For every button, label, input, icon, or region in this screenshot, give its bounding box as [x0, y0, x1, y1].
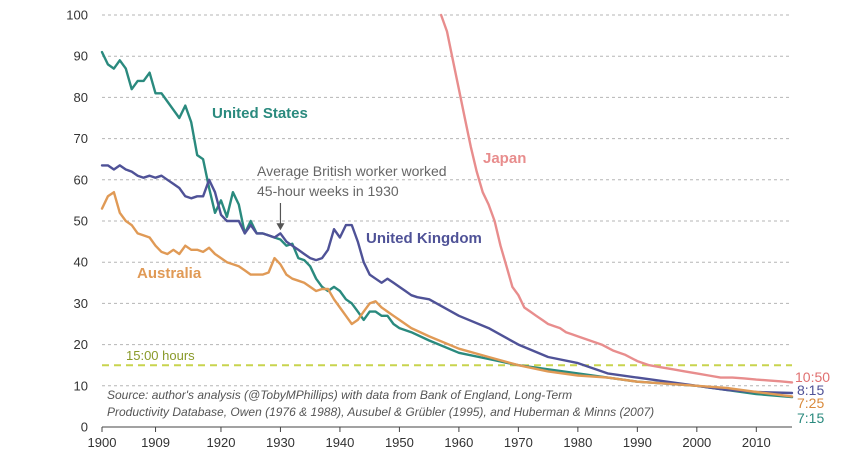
- x-tick-label: 1980: [563, 435, 592, 450]
- series-label-australia: Australia: [137, 265, 202, 282]
- y-tick-label: 80: [74, 90, 88, 105]
- y-tick-label: 0: [81, 420, 88, 435]
- x-tick-label: 1970: [504, 435, 533, 450]
- x-tick-label: 1900: [88, 435, 117, 450]
- y-tick-label: 60: [74, 172, 88, 187]
- series-line-japan: [439, 13, 794, 384]
- y-tick-label: 20: [74, 337, 88, 352]
- annotation-arrow-head: [276, 223, 285, 231]
- series-line-united-states: [100, 50, 794, 399]
- annotation-line-2: 45-hour weeks in 1930: [257, 183, 399, 199]
- series-line-united-kingdom: [100, 164, 794, 395]
- y-tick-label: 100: [66, 8, 88, 23]
- series-label-japan: Japan: [483, 150, 526, 167]
- annotation-line-1: Average British worker worked: [257, 163, 447, 179]
- end-label-australia: 7:25: [797, 395, 824, 411]
- series-label-united-kingdom: United Kingdom: [366, 230, 482, 247]
- x-tick-label: 1990: [623, 435, 652, 450]
- y-tick-label: 40: [74, 255, 88, 270]
- end-label-united-kingdom: 8:15: [797, 382, 824, 398]
- y-tick-label: 30: [74, 296, 88, 311]
- x-tick-label: 2010: [742, 435, 771, 450]
- x-tick-label: 1930: [266, 435, 295, 450]
- x-tick-label: 1940: [325, 435, 354, 450]
- end-label-japan: 10:50: [795, 369, 830, 385]
- y-tick-label: 70: [74, 131, 88, 146]
- source-line-2: Productivity Database, Owen (1976 & 1988…: [107, 405, 654, 419]
- series-line-australia: [100, 191, 794, 398]
- annotation-arrow: [276, 203, 285, 231]
- y-tick-label: 90: [74, 49, 88, 64]
- y-tick-label: 10: [74, 378, 88, 393]
- x-tick-label: 1920: [207, 435, 236, 450]
- x-tick-label: 1960: [444, 435, 473, 450]
- end-label-united-states: 7:15: [797, 410, 824, 426]
- reference-line-label: 15:00 hours: [126, 348, 195, 363]
- x-tick-label: 1909: [141, 435, 170, 450]
- grid-layer: [102, 14, 792, 387]
- series-layer: [100, 13, 794, 399]
- x-tick-label: 1950: [385, 435, 414, 450]
- x-tick-label: 2000: [682, 435, 711, 450]
- series-label-united-states: United States: [212, 105, 308, 122]
- y-tick-label: 50: [74, 214, 88, 229]
- axis-layer: 0 10 20 30 40 50 60 70 80 90 100 1900 1909 1920 1930 19…: [66, 8, 792, 450]
- source-line-1: Source: author's analysis (@TobyMPhillip…: [107, 388, 572, 402]
